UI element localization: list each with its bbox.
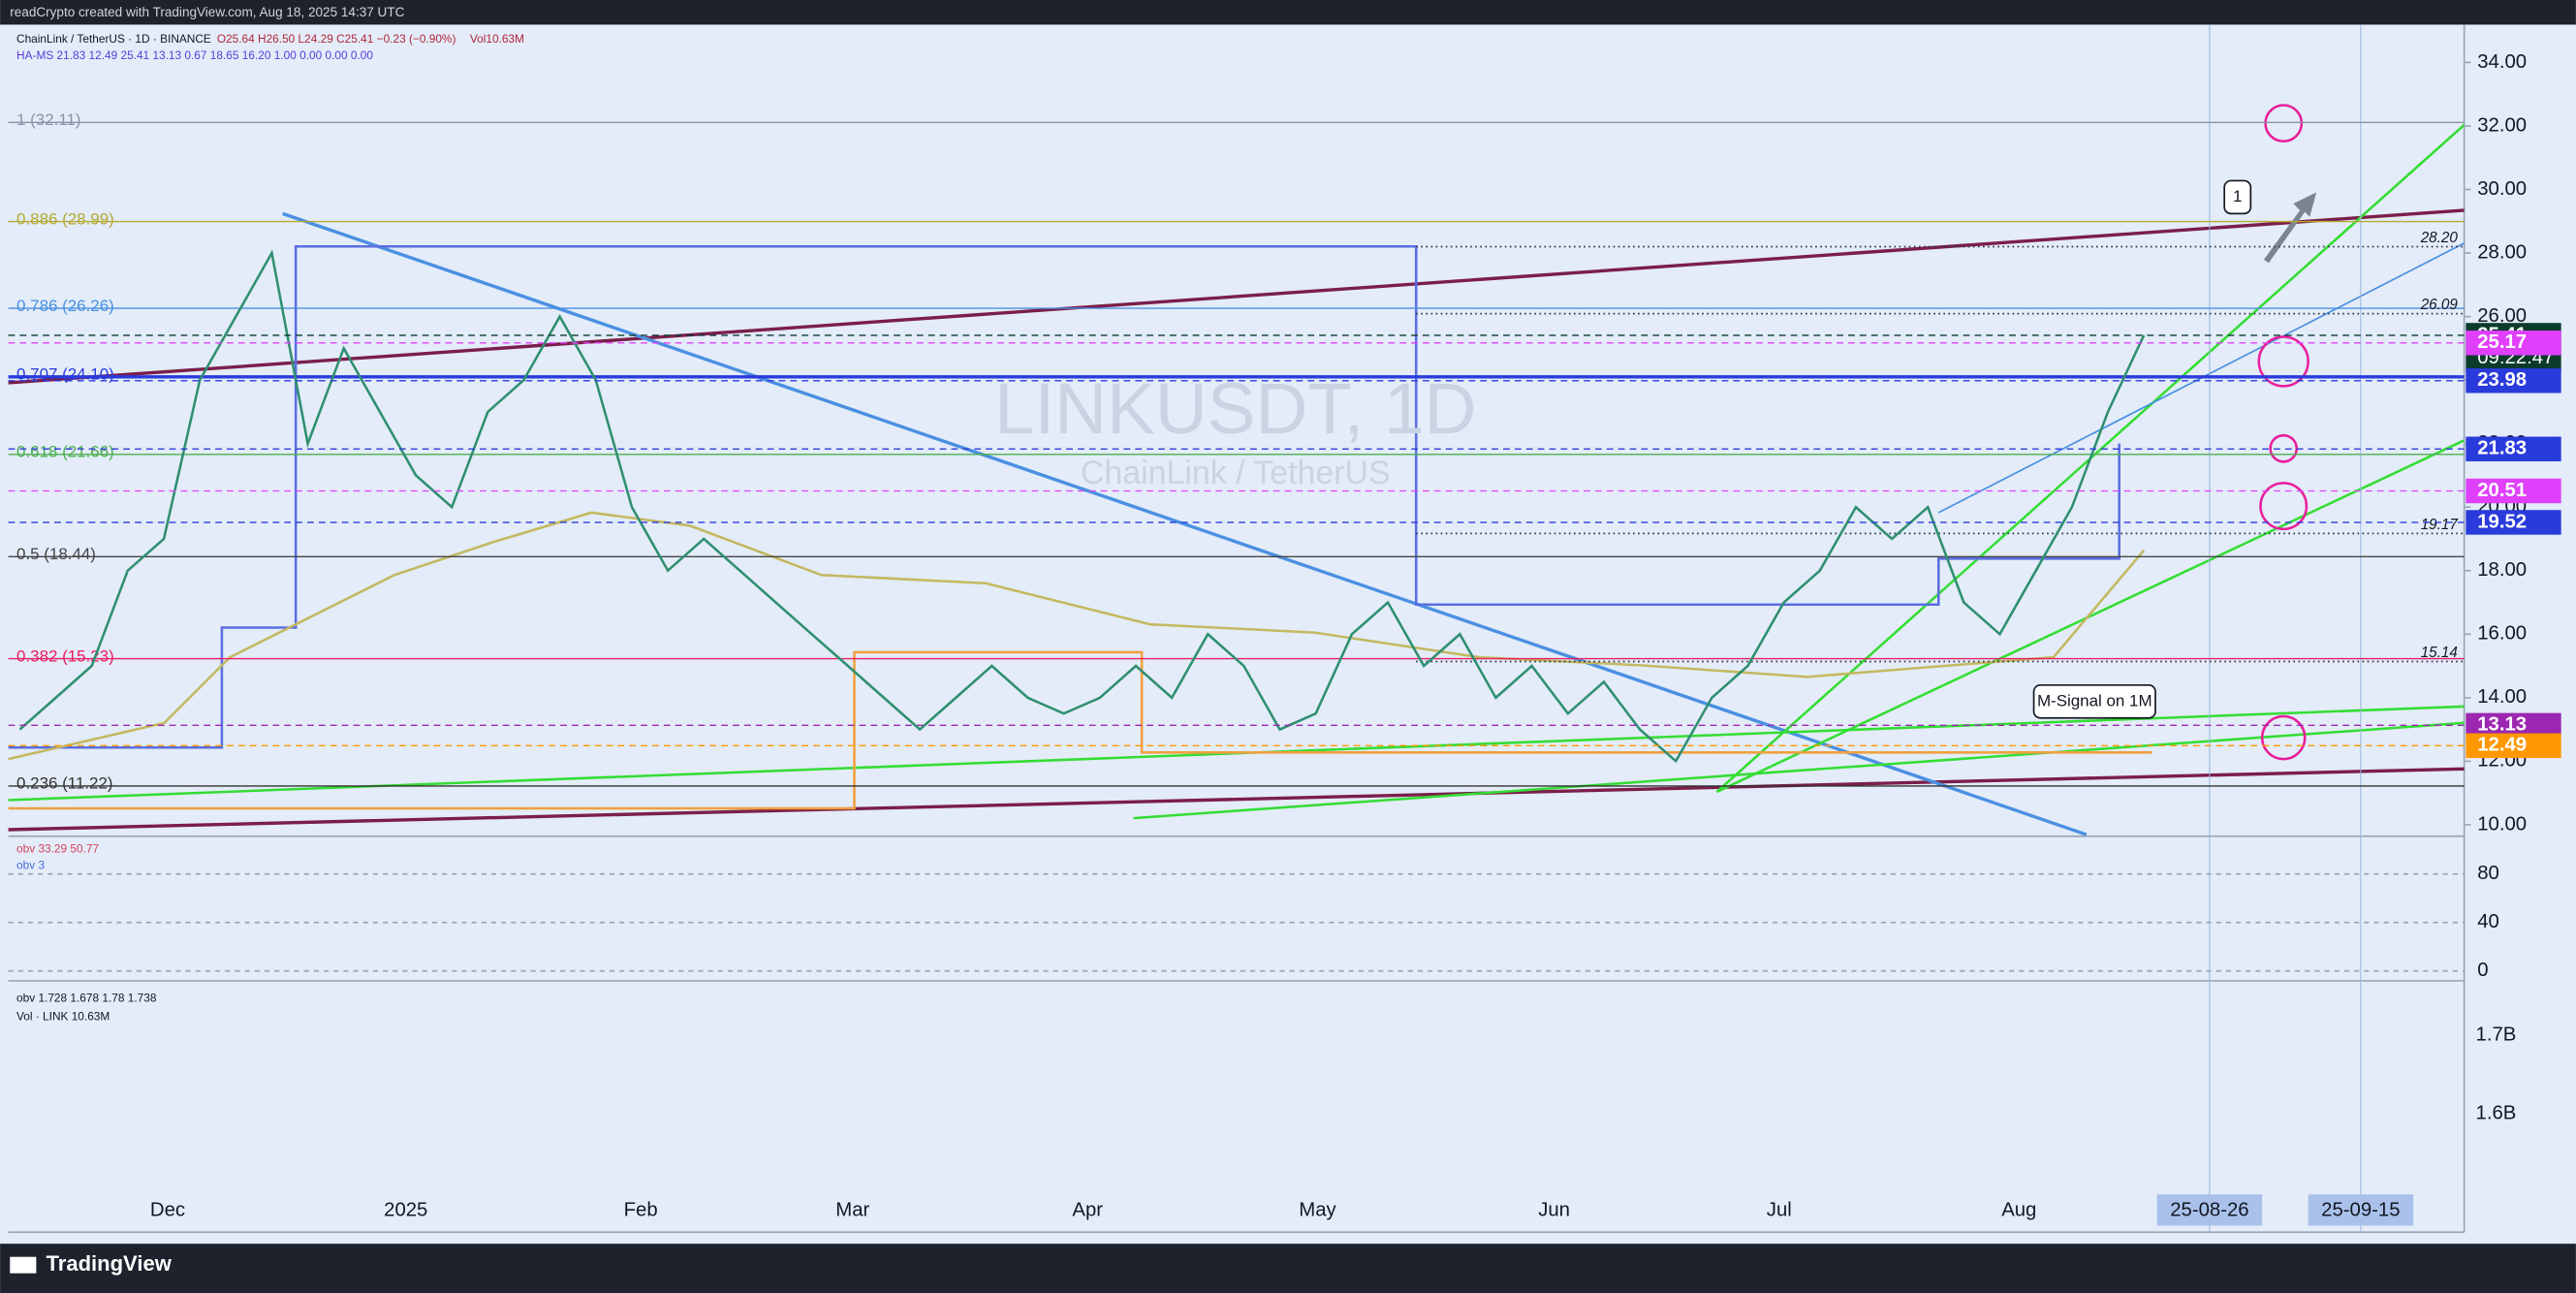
watermark-symbol: LINKUSDT, 1D	[994, 367, 1476, 449]
fib-label: 0.618 (21.66)	[16, 443, 114, 461]
footer-bar	[0, 1244, 2576, 1293]
trend-line	[8, 208, 2465, 385]
time-label: Mar	[835, 1200, 869, 1221]
fib-label: 0.382 (15.23)	[16, 646, 114, 665]
trend-line	[8, 767, 2465, 832]
legend-indicator: HA-MS 21.83 12.49 25.41 13.13 0.67 18.65…	[16, 48, 373, 62]
fib-label: 1 (32.11)	[16, 110, 81, 129]
price-badge	[2466, 733, 2561, 759]
obv-legend: obv 1.728 1.678 1.78 1.738	[16, 992, 157, 1005]
price-tick-label: 16.00	[2477, 623, 2527, 645]
obv-tick-label: 1.6B	[2476, 1103, 2517, 1124]
legend-ohlc: O25.64 H26.50 L24.29 C25.41 −0.23 (−0.90…	[217, 32, 456, 46]
fib-label: 0.886 (28.99)	[16, 209, 114, 228]
fib-label: 0.786 (26.26)	[16, 297, 114, 315]
legend-symbol: ChainLink / TetherUS · 1D · BINANCE	[16, 32, 211, 46]
reference-label: 28.20	[2420, 230, 2459, 246]
osc-tick-label: 0	[2477, 960, 2488, 981]
time-label: Aug	[2001, 1200, 2036, 1221]
price-badge-label: 19.52	[2477, 511, 2527, 532]
watermark-name: ChainLink / TetherUS	[1081, 455, 1391, 491]
price-badge-label: 13.13	[2477, 714, 2527, 736]
obv-legend: Vol · LINK 10.63M	[16, 1009, 110, 1023]
time-badge	[2156, 1194, 2263, 1226]
price-tick-label: 28.00	[2477, 241, 2527, 263]
price-line	[18, 249, 2146, 764]
price-badge-label: 12.49	[2477, 735, 2527, 756]
time-badge	[2308, 1194, 2414, 1226]
price-badge	[2466, 510, 2561, 535]
price-tick-label: 30.00	[2477, 178, 2527, 200]
obv-tick-label: 1.7B	[2476, 1024, 2517, 1045]
time-label: Dec	[150, 1200, 185, 1221]
price-badge-label: 21.83	[2477, 438, 2527, 459]
price-tick-label: 26.00	[2477, 305, 2527, 327]
price-tick-label: 32.00	[2477, 114, 2527, 136]
step-line	[8, 511, 2146, 761]
reference-label: 19.17	[2421, 517, 2459, 533]
price-badge	[2466, 478, 2561, 504]
dynamic-layer: 10.0012.0014.0016.0018.0020.0022.0024.00…	[8, 51, 2561, 1226]
circle-marker	[2257, 335, 2309, 388]
time-label: Apr	[1072, 1200, 1103, 1221]
price-tick-label: 10.00	[2477, 813, 2527, 835]
annotation-signal: M-Signal on 1M	[2037, 691, 2152, 710]
header-bar	[0, 0, 2576, 25]
time-label: Feb	[624, 1200, 658, 1221]
annotation-box	[2223, 179, 2252, 215]
header-title: readCrypto created with TradingView.com,…	[10, 5, 404, 19]
time-badge-label: 25-09-15	[2321, 1200, 2400, 1221]
fib-label: 0.5 (18.44)	[16, 545, 96, 563]
time-label: Jun	[1538, 1200, 1570, 1221]
reference-label: 15.14	[2421, 645, 2458, 661]
footer-brand: TradingView	[47, 1251, 173, 1276]
price-tick-label: 14.00	[2477, 686, 2527, 708]
time-label: Jul	[1767, 1200, 1792, 1221]
price-tick-label: 18.00	[2477, 559, 2527, 581]
time-label: 2025	[384, 1200, 427, 1221]
time-label: May	[1299, 1200, 1336, 1221]
footer-logo	[10, 1256, 37, 1274]
osc-tick-label: 80	[2477, 863, 2499, 884]
fib-label: 0.236 (11.22)	[16, 774, 113, 793]
osc-legend: obv 33.29 50.77	[16, 841, 99, 855]
reference-label: 26.09	[2420, 297, 2459, 313]
annotation-marker: 1	[2233, 187, 2242, 205]
legend-volume: Vol10.63M	[470, 32, 524, 46]
trend-line	[1133, 721, 2465, 820]
circle-marker	[2259, 482, 2309, 531]
annotation-box	[2032, 683, 2156, 719]
price-badge-label: 20.51	[2477, 480, 2527, 501]
price-badge	[2466, 436, 2561, 461]
fib-label: 0.707 (24.10)	[16, 365, 114, 384]
osc-tick-label: 40	[2477, 911, 2499, 932]
osc-legend: obv 3	[16, 858, 45, 871]
circle-marker	[2260, 714, 2307, 761]
trend-line	[1715, 439, 2466, 794]
arrow	[2263, 192, 2317, 264]
circle-marker	[2264, 104, 2304, 143]
price-badge-label: 25.17	[2477, 331, 2527, 353]
price-tick-label: 34.00	[2477, 51, 2527, 73]
price-badge	[2466, 331, 2561, 356]
price-badge	[2466, 368, 2561, 394]
price-badge-label: 23.98	[2477, 369, 2527, 391]
step-line	[8, 650, 2152, 810]
time-badge-label: 25-08-26	[2170, 1200, 2248, 1221]
